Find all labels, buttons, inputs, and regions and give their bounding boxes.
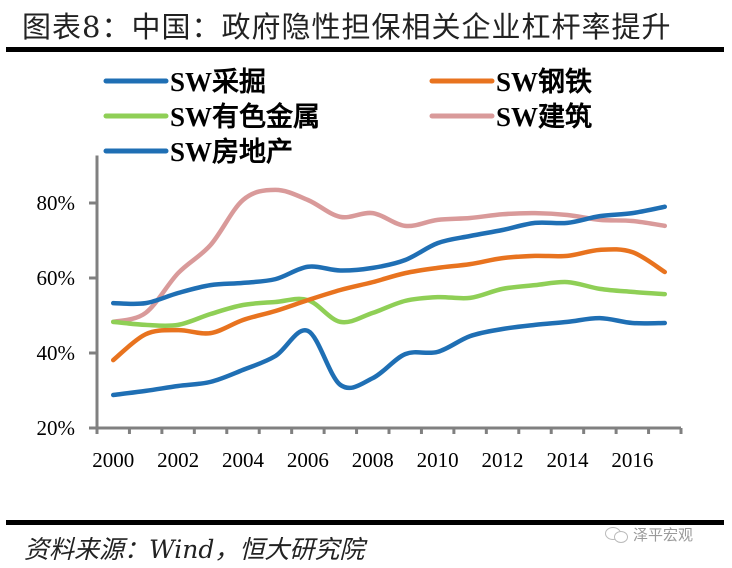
- x-tick-label: 2010: [417, 448, 459, 472]
- legend-label: SW采掘: [170, 67, 266, 97]
- x-tick-label: 2004: [222, 448, 265, 472]
- y-ticks: 20% 40% 60% 80%: [37, 191, 97, 440]
- legend-item: SW有色金属: [103, 101, 320, 132]
- line-chart: SW采掘 SW钢铁 SW有色金属 SW建筑 SW房地产 20% 40% 60% 80% 200…: [37, 67, 683, 472]
- series-line-4: [110, 187, 668, 325]
- x-tick-label: 2000: [92, 448, 134, 472]
- watermark: 泽平宏观: [605, 524, 693, 545]
- legend-label: SW有色金属: [170, 101, 320, 132]
- chart-title: 图表8：中国：政府隐性担保相关企业杠杆率提升: [22, 10, 672, 44]
- series-line-3: [110, 279, 668, 329]
- legend-item: SW钢铁: [429, 67, 592, 97]
- series-line-2: [110, 247, 668, 363]
- legend-label: SW钢铁: [496, 67, 592, 97]
- legend-label: SW建筑: [496, 101, 592, 132]
- y-tick-label: 80%: [37, 191, 76, 215]
- legend: SW采掘 SW钢铁 SW有色金属 SW建筑 SW房地产: [103, 67, 592, 167]
- legend-item: SW房地产: [103, 137, 293, 167]
- legend-label: SW房地产: [170, 137, 293, 167]
- y-tick-label: 40%: [37, 341, 76, 365]
- series-line-5: [110, 315, 668, 398]
- x-tick-label: 2008: [352, 448, 394, 472]
- title-divider: [6, 47, 724, 52]
- x-ticks: 2000 2002 2004 2006 2008 2010 2012 2014 2016: [92, 428, 683, 472]
- y-tick-label: 60%: [37, 266, 76, 290]
- footer-divider: [6, 520, 724, 525]
- x-tick-label: 2014: [546, 448, 589, 472]
- watermark-text: 泽平宏观: [633, 526, 694, 544]
- x-tick-label: 2002: [157, 448, 199, 472]
- series-lines: [110, 187, 668, 398]
- series-line-1: [110, 204, 668, 307]
- x-tick-label: 2006: [287, 448, 329, 472]
- wechat-icon: [605, 526, 629, 543]
- legend-item: SW采掘: [103, 67, 266, 97]
- legend-item: SW建筑: [429, 101, 592, 132]
- source-note: 资料来源：Wind，恒大研究院: [24, 535, 365, 564]
- y-tick-label: 20%: [37, 416, 76, 440]
- x-tick-label: 2012: [482, 448, 524, 472]
- x-tick-label: 2016: [611, 448, 653, 472]
